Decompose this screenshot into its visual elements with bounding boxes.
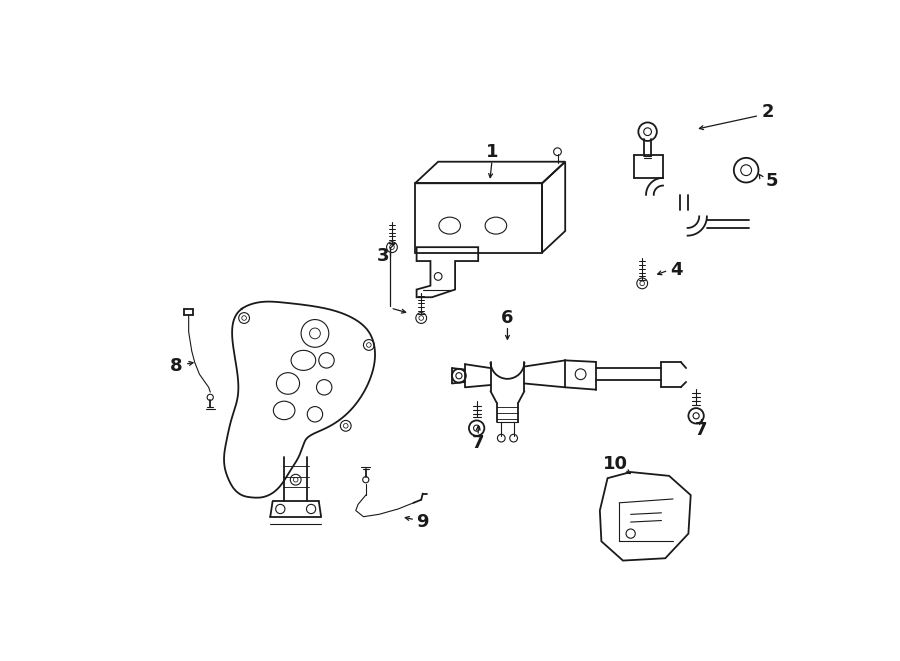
Text: 2: 2 <box>761 102 774 121</box>
Text: 5: 5 <box>765 172 778 190</box>
Text: 3: 3 <box>376 247 389 266</box>
Text: 7: 7 <box>695 420 707 439</box>
Text: 4: 4 <box>670 261 683 280</box>
Text: 1: 1 <box>486 143 499 161</box>
Text: 6: 6 <box>501 309 514 327</box>
Text: 10: 10 <box>603 455 628 473</box>
Text: 9: 9 <box>417 513 429 531</box>
Text: 7: 7 <box>472 434 484 451</box>
Text: 8: 8 <box>170 357 183 375</box>
